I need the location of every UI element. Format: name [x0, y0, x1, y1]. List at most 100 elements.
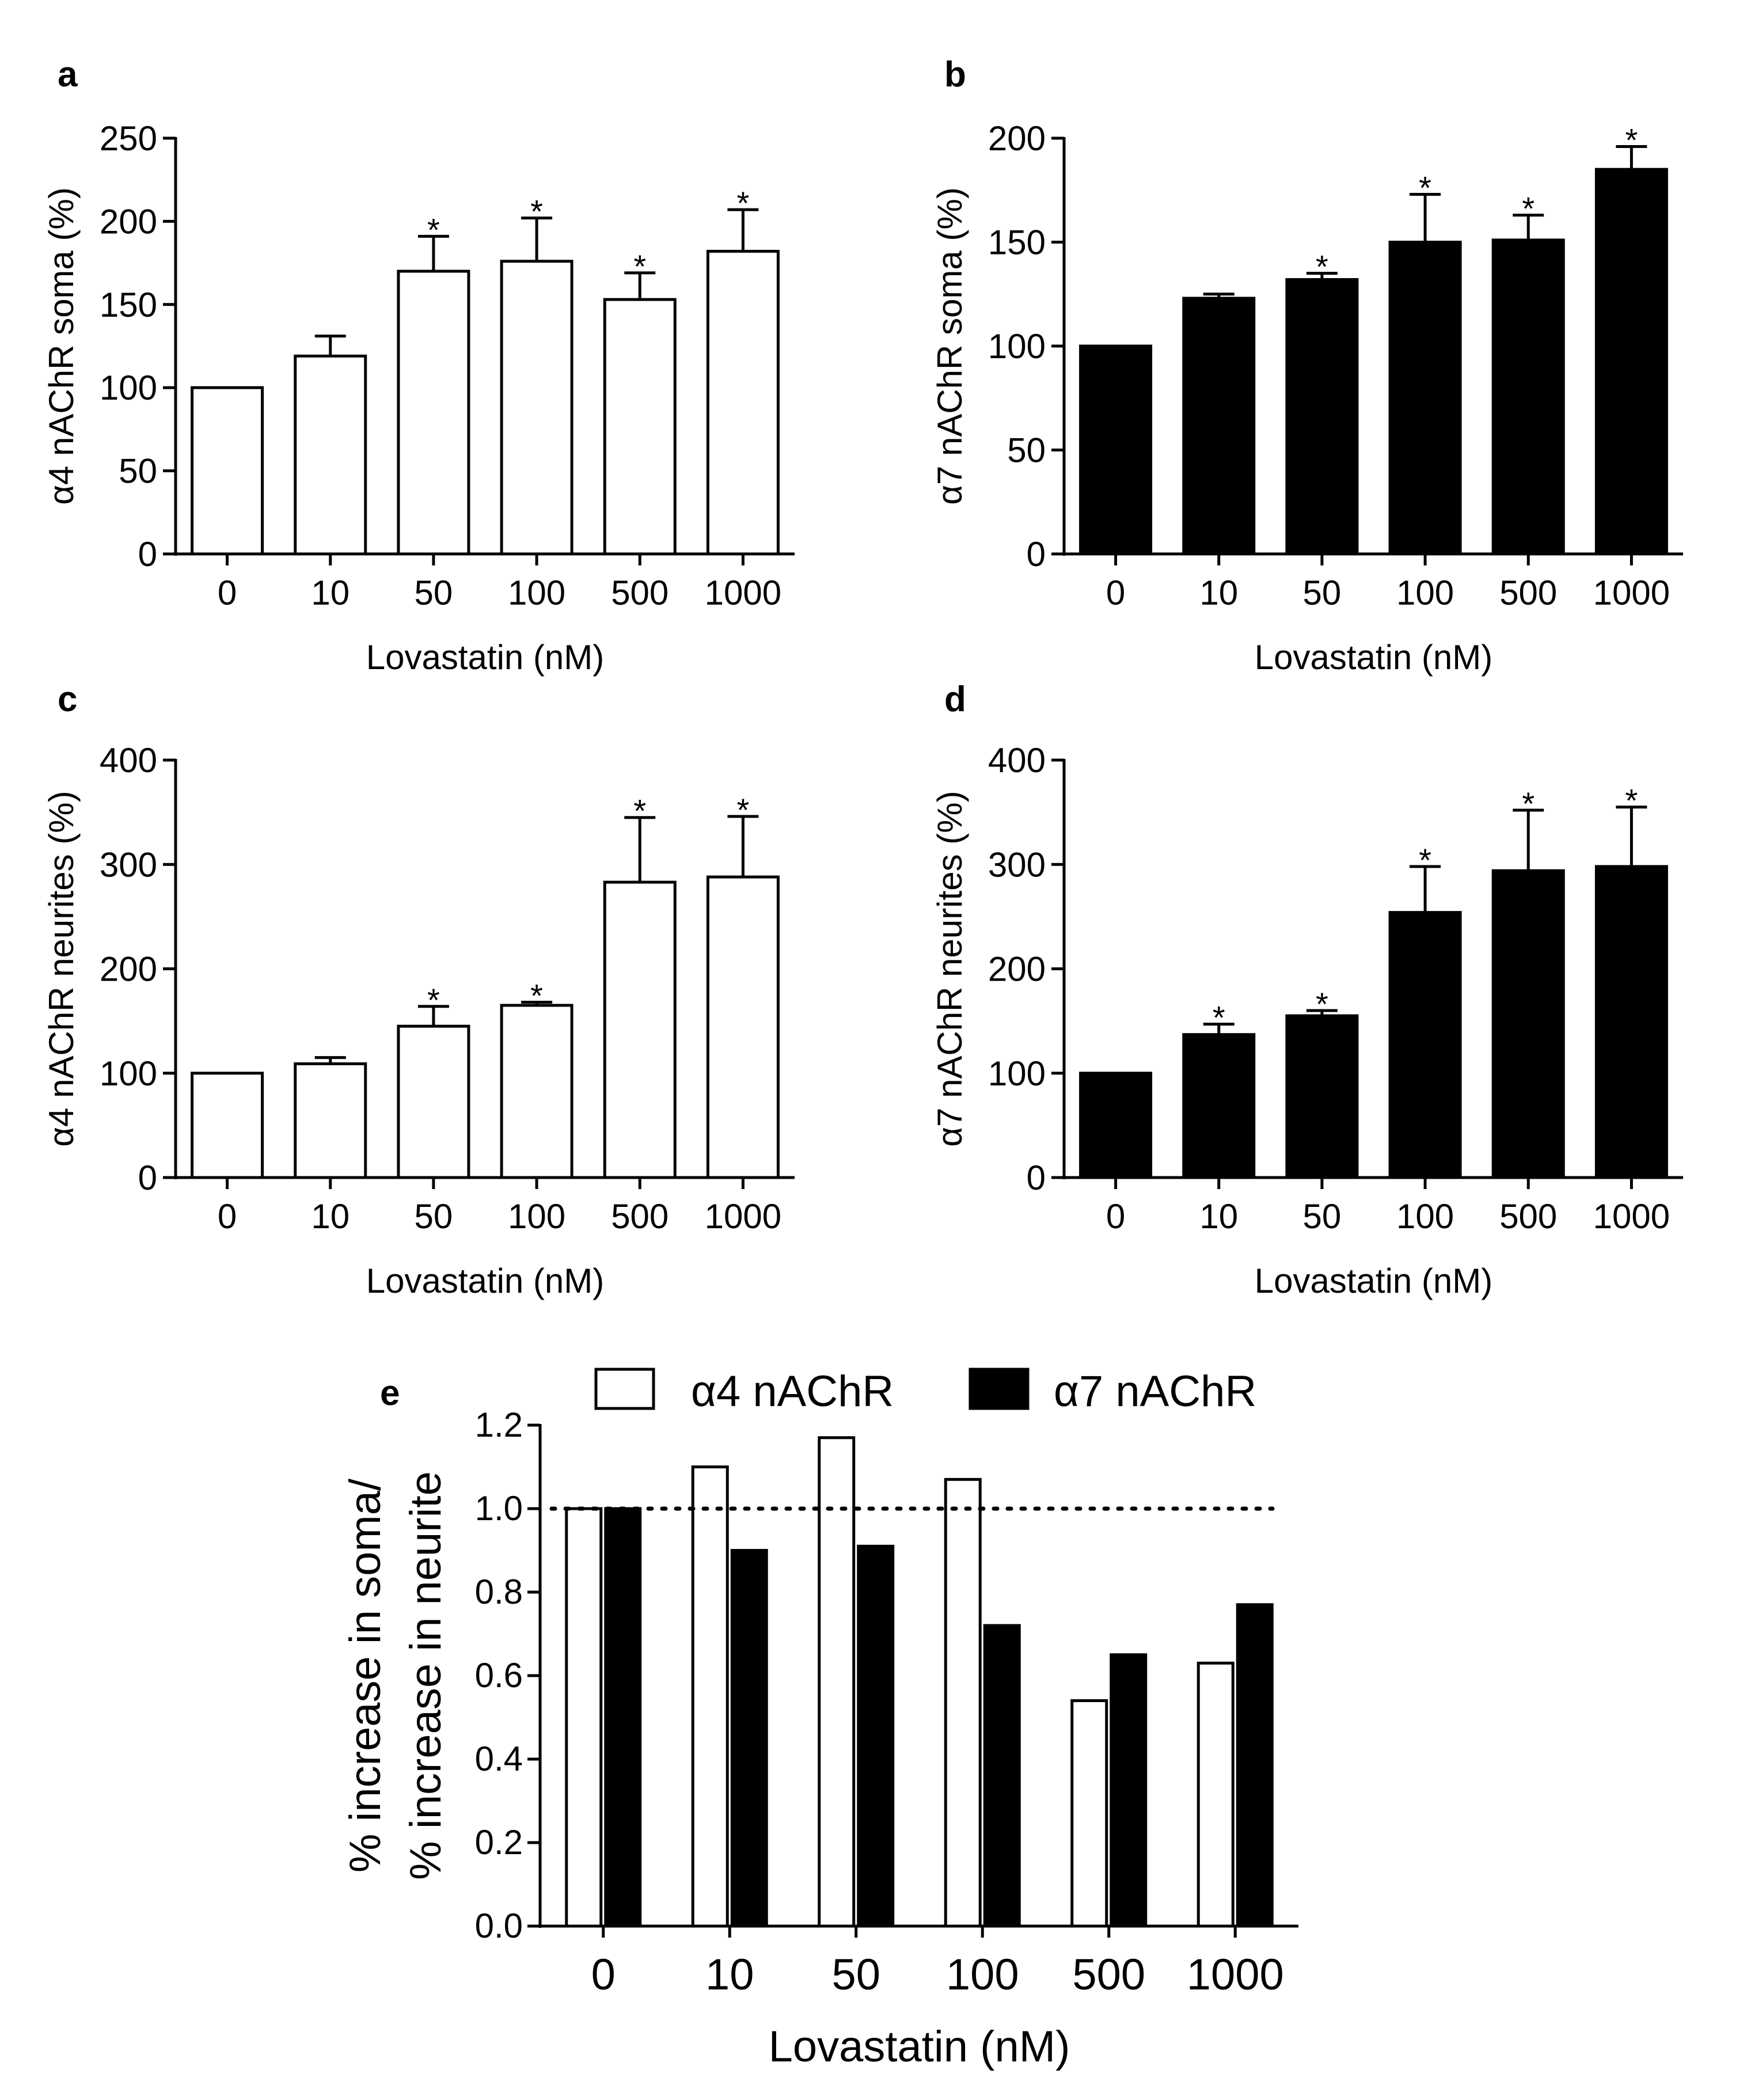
x-tick-label: 100 — [508, 574, 565, 612]
bar-alpha4 — [944, 1478, 982, 1928]
y-tick-label: 400 — [988, 741, 1046, 780]
significance-star: * — [1213, 1000, 1225, 1036]
panel-letter-b: b — [944, 55, 966, 94]
x-tick-label: 100 — [1396, 1197, 1454, 1236]
y-tick-label: 0.6 — [475, 1656, 523, 1695]
x-axis-title: Lovastatin (nM) — [1255, 638, 1493, 677]
bar — [500, 1004, 573, 1179]
bar-alpha7 — [1110, 1653, 1148, 1928]
significance-star: * — [633, 793, 646, 829]
y-axis-title-line-1: % increase in soma/ — [341, 1478, 390, 1873]
x-tick-label: 0 — [218, 1197, 237, 1236]
x-tick-label: 1000 — [1593, 1197, 1670, 1236]
significance-star: * — [1625, 121, 1638, 158]
y-tick-label: 1.2 — [475, 1406, 523, 1444]
x-tick-label: 50 — [415, 574, 453, 612]
significance-star: * — [427, 211, 440, 248]
y-axis-title: α4 nAChR soma (%) — [42, 187, 81, 505]
y-tick-label: 50 — [119, 452, 157, 491]
bar — [1079, 344, 1153, 556]
significance-star: * — [530, 193, 543, 230]
x-tick-label: 1000 — [1593, 574, 1670, 612]
x-tick-label: 100 — [1396, 574, 1454, 612]
bar — [603, 880, 677, 1179]
y-tick-label: 0 — [138, 535, 157, 574]
bar — [1079, 1072, 1153, 1179]
bar — [1182, 297, 1256, 556]
y-axis-title: α4 nAChR neurites (%) — [42, 791, 81, 1146]
y-tick-label: 0 — [1027, 535, 1046, 574]
bar — [191, 1072, 264, 1179]
bar — [1285, 1014, 1359, 1179]
bar — [397, 1024, 470, 1179]
panel-letter-c: c — [58, 679, 77, 719]
y-tick-label: 0.4 — [475, 1740, 523, 1778]
x-tick-label: 50 — [1303, 1197, 1342, 1236]
y-tick-label: 0 — [1027, 1159, 1046, 1197]
x-axis-title: Lovastatin (nM) — [1255, 1262, 1493, 1300]
y-axis-title-line-2: % increase in neurite — [401, 1471, 450, 1880]
bar-alpha4 — [1070, 1699, 1108, 1928]
bar — [191, 386, 264, 556]
x-tick-label: 100 — [508, 1197, 565, 1236]
bar-alpha7 — [857, 1544, 895, 1928]
significance-star: * — [530, 978, 543, 1014]
y-tick-label: 0.0 — [475, 1907, 523, 1945]
panel-c: c 0 100 200 300 400 0 10 * 50 * 100 * 500 * 1000 Lovasta… — [42, 679, 795, 1300]
bar — [294, 1062, 367, 1179]
x-tick-label: 500 — [1072, 1950, 1145, 1999]
x-tick-label: 500 — [1499, 1197, 1557, 1236]
x-tick-label: 10 — [311, 1197, 350, 1236]
bar — [706, 875, 780, 1179]
y-tick-label: 250 — [100, 119, 157, 158]
y-tick-label: 150 — [100, 286, 157, 324]
panel-a: a 0 50 100 150 200 250 0 10 * 50 * 100 * 500 * 1000 Lovas… — [42, 55, 795, 677]
y-tick-label: 0 — [138, 1159, 157, 1197]
x-tick-label: 100 — [946, 1950, 1019, 1999]
x-tick-label: 500 — [1499, 574, 1557, 612]
panel-letter-d: d — [944, 679, 966, 719]
y-tick-label: 0.2 — [475, 1823, 523, 1862]
x-tick-label: 0 — [218, 574, 237, 612]
panel-letter-e: e — [380, 1373, 400, 1413]
bar — [1594, 168, 1668, 556]
x-tick-label: 50 — [831, 1950, 880, 1999]
x-tick-label: 500 — [611, 1197, 669, 1236]
x-tick-label: 10 — [1199, 1197, 1238, 1236]
y-tick-label: 200 — [988, 119, 1046, 158]
bar — [294, 354, 367, 556]
x-tick-label: 1000 — [705, 574, 781, 612]
x-tick-label: 0 — [591, 1950, 616, 1999]
panel-d: d 0 100 200 300 400 0 * 10 * 50 * 100 * 500 * 1000 Lovast… — [930, 679, 1683, 1300]
bar — [1285, 278, 1359, 556]
legend-swatch-alpha7 — [968, 1368, 1030, 1410]
bar-alpha4 — [565, 1507, 603, 1928]
x-axis-title: Lovastatin (nM) — [366, 1262, 605, 1300]
y-tick-label: 300 — [988, 845, 1046, 884]
y-tick-label: 50 — [1007, 431, 1046, 470]
bar — [1594, 865, 1668, 1179]
panel-e: e 0.0 0.2 0.4 0.6 0.8 1.0 1.2 0 10 50 100 500 1000 Lov… — [341, 1367, 1298, 2071]
y-axis-title: α7 nAChR soma (%) — [930, 187, 969, 505]
x-axis-title: Lovastatin (nM) — [366, 638, 605, 677]
legend-label-alpha7: α7 nAChR — [1054, 1367, 1256, 1416]
significance-star: * — [427, 982, 440, 1018]
bar — [397, 269, 470, 556]
bar-alpha4 — [691, 1465, 729, 1928]
y-tick-label: 200 — [100, 202, 157, 241]
significance-star: * — [737, 185, 750, 221]
bar-alpha7 — [604, 1507, 642, 1928]
x-tick-label: 10 — [705, 1950, 754, 1999]
significance-star: * — [1316, 249, 1328, 285]
y-tick-label: 200 — [100, 950, 157, 989]
panel-b: b 0 50 100 150 200 0 10 * 50 * 100 * 500 * 1000 Lovastat… — [930, 55, 1683, 677]
panel-letter-a: a — [58, 55, 78, 94]
x-tick-label: 1000 — [1187, 1950, 1284, 1999]
y-tick-label: 1.0 — [475, 1489, 523, 1528]
bar-alpha7 — [983, 1624, 1021, 1928]
y-tick-label: 0.8 — [475, 1573, 523, 1611]
bar — [1388, 911, 1462, 1179]
y-tick-label: 150 — [988, 223, 1046, 262]
y-tick-label: 100 — [100, 369, 157, 407]
